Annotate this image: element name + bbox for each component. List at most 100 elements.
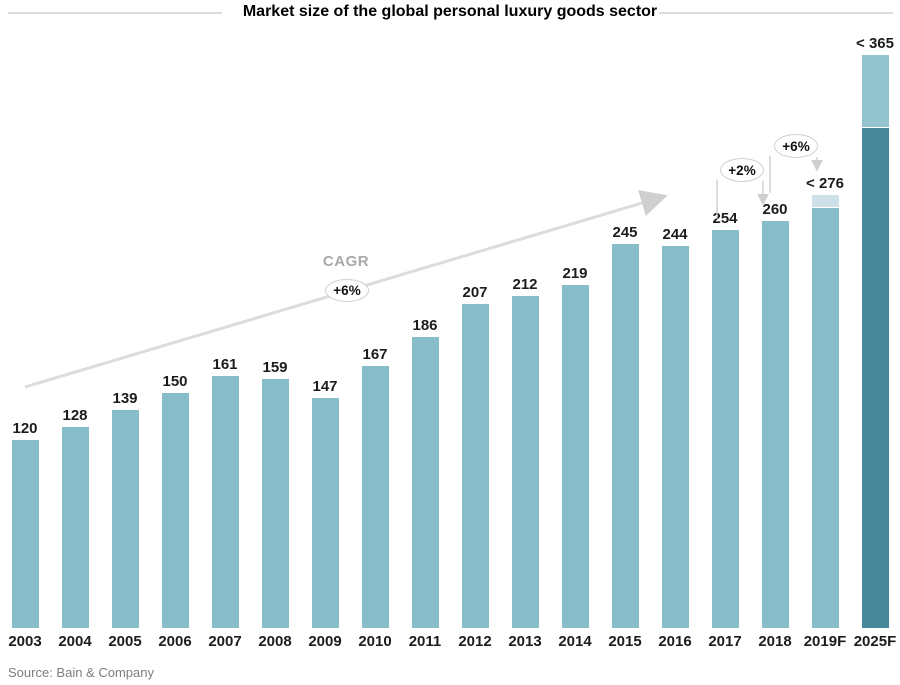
cagr-label: CAGR (322, 253, 370, 270)
bar-segment (311, 397, 339, 628)
bar (11, 439, 39, 628)
bar-column: 147 (300, 0, 350, 628)
chart-title: Market size of the global personal luxur… (242, 3, 658, 20)
bar-column: 186 (400, 0, 450, 628)
growth-callout-2019-badge: +6% (774, 134, 818, 158)
x-axis-label: 2015 (608, 633, 642, 650)
x-axis-label: 2017 (708, 633, 742, 650)
bar (211, 375, 239, 628)
bars-area: 120 128 139 150 161 159 147 167 186 207 212 219 245 2… (0, 0, 900, 628)
bar-segment (811, 208, 839, 628)
x-axis-label: 2005 (108, 633, 142, 650)
bar-segment (861, 128, 889, 628)
bar (861, 55, 889, 628)
title-rule-right (659, 12, 893, 14)
bar (61, 427, 89, 628)
bar-segment (561, 284, 589, 628)
cagr-value-badge: +6% (325, 279, 369, 302)
bar (561, 284, 589, 628)
bar-value-label: 139 (112, 390, 138, 408)
bar-segment (461, 303, 489, 628)
x-axis-label: 2006 (158, 633, 192, 650)
bar-column: 159 (250, 0, 300, 628)
bar-segment (11, 439, 39, 628)
bar-value-label: 260 (762, 200, 788, 218)
bar (311, 397, 339, 628)
bar-column: 150 (150, 0, 200, 628)
bar-segment (711, 229, 739, 628)
bar-column: 207 (450, 0, 500, 628)
bar (361, 366, 389, 628)
bar-value-label: < 276 (806, 174, 844, 192)
bar-segment (611, 244, 639, 628)
bar-value-label: < 365 (856, 35, 894, 53)
x-axis-label: 2019F (803, 633, 847, 650)
x-axis-label: 2011 (408, 633, 442, 650)
x-axis-label: 2009 (308, 633, 342, 650)
bar-column: 219 (550, 0, 600, 628)
title-rule-left (8, 12, 222, 14)
bar-value-label: 161 (212, 355, 238, 373)
bar (611, 244, 639, 628)
bar-column: < 365 (850, 0, 900, 628)
x-axis-label: 2018 (758, 633, 792, 650)
bar-value-label: 207 (462, 283, 488, 301)
bar (661, 245, 689, 628)
bar (261, 378, 289, 628)
bar-value-label: 120 (12, 419, 38, 437)
x-axis-label: 2008 (258, 633, 292, 650)
bar-segment (661, 245, 689, 628)
bar (111, 410, 139, 628)
bar-column: 128 (50, 0, 100, 628)
bar-segment (61, 427, 89, 628)
bar-value-label: 219 (562, 264, 588, 282)
bar-column: 120 (0, 0, 50, 628)
bar (161, 392, 189, 628)
x-axis-label: 2013 (508, 633, 542, 650)
bar-column: 161 (200, 0, 250, 628)
bar (511, 295, 539, 628)
bar-value-label: 186 (412, 316, 438, 334)
bar-segment (411, 336, 439, 628)
bar-segment (161, 392, 189, 628)
bar (811, 194, 839, 628)
x-axis-label: 2007 (208, 633, 242, 650)
x-axis-label: 2025F (853, 633, 897, 650)
x-axis-label: 2012 (458, 633, 492, 650)
bar-segment (811, 194, 839, 209)
bar-column: 139 (100, 0, 150, 628)
x-axis: 2003 2004 2005 2006 2007 2008 2009 2010 2011 2012… (0, 633, 900, 650)
bar-segment (861, 55, 889, 129)
bar-segment (761, 220, 789, 628)
bar-value-label: 244 (662, 225, 688, 243)
bar (761, 220, 789, 628)
bar-segment (511, 295, 539, 628)
bar-column: < 276 (800, 0, 850, 628)
bar-column: 212 (500, 0, 550, 628)
bar-segment (361, 366, 389, 628)
bar-value-label: 245 (612, 224, 638, 242)
bar-value-label: 159 (262, 358, 288, 376)
bar-column: 260 (750, 0, 800, 628)
bar-column: 244 (650, 0, 700, 628)
source-note: Source: Bain & Company (8, 665, 154, 680)
x-axis-label: 2004 (58, 633, 92, 650)
x-axis-label: 2014 (558, 633, 592, 650)
bar (461, 303, 489, 628)
x-axis-label: 2016 (658, 633, 692, 650)
bar-value-label: 147 (312, 377, 338, 395)
bar-value-label: 167 (362, 346, 388, 364)
x-axis-label: 2003 (8, 633, 42, 650)
bar (411, 336, 439, 628)
bar-segment (211, 375, 239, 628)
bar-value-label: 150 (162, 372, 188, 390)
bar-column: 254 (700, 0, 750, 628)
bar-value-label: 254 (712, 209, 738, 227)
bar-segment (261, 378, 289, 628)
growth-callout-2018-badge: +2% (720, 158, 764, 182)
bar-column: 245 (600, 0, 650, 628)
bar-value-label: 212 (512, 275, 538, 293)
x-axis-label: 2010 (358, 633, 392, 650)
bar-value-label: 128 (62, 407, 88, 425)
